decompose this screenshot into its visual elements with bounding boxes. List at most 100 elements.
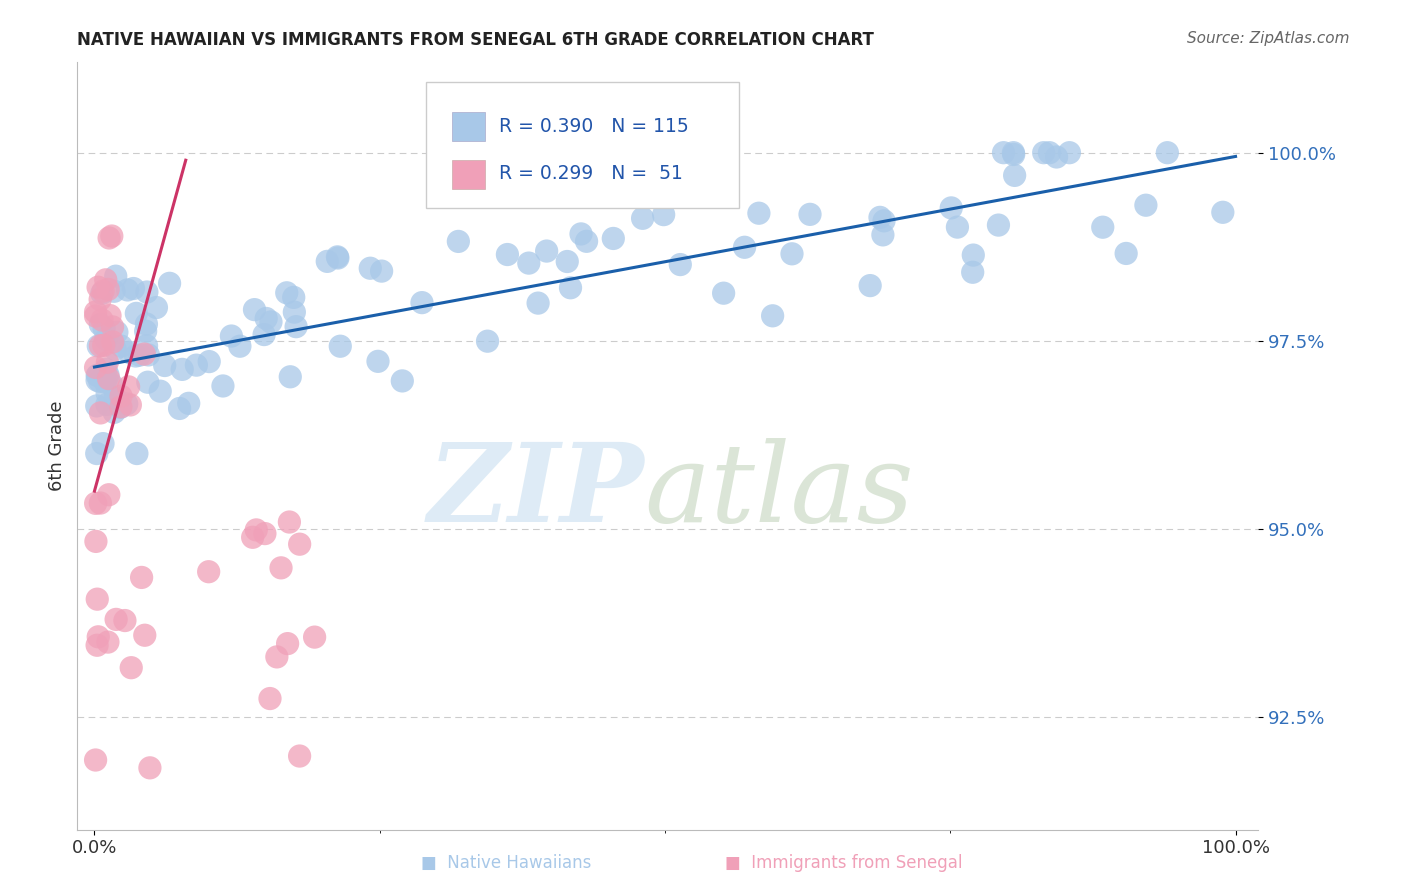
Point xyxy=(780,247,803,261)
Point xyxy=(536,244,558,258)
Point xyxy=(86,368,108,383)
Point xyxy=(125,446,148,460)
Point xyxy=(1115,246,1137,260)
Point xyxy=(962,248,984,262)
Point xyxy=(169,401,191,416)
Point xyxy=(94,375,117,389)
Point xyxy=(277,637,299,651)
Point xyxy=(122,281,145,295)
Point xyxy=(260,315,283,329)
Point xyxy=(145,301,167,315)
Point xyxy=(98,309,121,323)
Point xyxy=(97,282,120,296)
Point xyxy=(97,371,120,385)
Point xyxy=(283,290,305,304)
Point xyxy=(86,446,108,460)
Point xyxy=(1156,145,1178,160)
Point xyxy=(869,211,891,225)
Point xyxy=(87,630,110,644)
Point xyxy=(103,285,125,299)
Point xyxy=(115,397,138,411)
Point xyxy=(131,570,153,584)
Point xyxy=(359,261,381,276)
Point xyxy=(477,334,499,348)
Point xyxy=(276,285,298,300)
Point xyxy=(254,311,277,326)
Point xyxy=(84,360,107,375)
Point xyxy=(138,348,160,362)
Point xyxy=(118,345,141,359)
Text: R = 0.390   N = 115: R = 0.390 N = 115 xyxy=(499,117,689,136)
Point xyxy=(96,397,118,411)
Point xyxy=(89,496,111,510)
Point xyxy=(221,329,243,343)
Point xyxy=(124,349,146,363)
Point xyxy=(1135,198,1157,212)
Point xyxy=(734,240,756,254)
Point xyxy=(1002,145,1025,160)
Text: ■  Immigrants from Senegal: ■ Immigrants from Senegal xyxy=(725,855,962,872)
Text: Source: ZipAtlas.com: Source: ZipAtlas.com xyxy=(1187,31,1350,46)
Point xyxy=(517,256,540,270)
Point xyxy=(110,400,132,414)
Point xyxy=(186,358,208,372)
Point xyxy=(288,749,311,764)
Point xyxy=(91,436,114,450)
Point xyxy=(84,496,107,510)
Point xyxy=(631,211,654,226)
Point xyxy=(94,362,117,376)
Point xyxy=(98,231,121,245)
Point xyxy=(84,305,107,319)
Point xyxy=(253,327,276,342)
Point xyxy=(97,368,120,382)
Text: NATIVE HAWAIIAN VS IMMIGRANTS FROM SENEGAL 6TH GRADE CORRELATION CHART: NATIVE HAWAIIAN VS IMMIGRANTS FROM SENEG… xyxy=(77,31,875,49)
Point xyxy=(101,319,124,334)
Point xyxy=(602,231,624,245)
Point xyxy=(270,561,292,575)
FancyBboxPatch shape xyxy=(451,112,485,142)
Point xyxy=(128,348,150,362)
Point xyxy=(229,339,252,353)
Point xyxy=(941,201,963,215)
Point xyxy=(304,630,326,644)
FancyBboxPatch shape xyxy=(451,160,485,189)
Point xyxy=(1032,145,1054,160)
Point xyxy=(135,285,157,299)
Point xyxy=(135,339,157,353)
Point xyxy=(86,638,108,652)
Point xyxy=(120,398,142,412)
Point xyxy=(91,313,114,327)
Point xyxy=(575,235,598,249)
Point xyxy=(1091,220,1114,235)
Point xyxy=(103,405,125,419)
Point xyxy=(87,368,110,383)
Point xyxy=(326,251,349,265)
Point xyxy=(316,254,339,268)
Point xyxy=(117,283,139,297)
Point xyxy=(278,515,301,529)
Point xyxy=(149,384,172,399)
Point xyxy=(527,296,550,310)
Point xyxy=(135,324,157,338)
Point xyxy=(197,565,219,579)
Point xyxy=(117,380,139,394)
Point xyxy=(652,208,675,222)
FancyBboxPatch shape xyxy=(426,82,738,208)
Point xyxy=(89,406,111,420)
Point xyxy=(104,391,127,405)
Point xyxy=(172,362,194,376)
Point xyxy=(496,247,519,261)
Point xyxy=(94,372,117,386)
Point xyxy=(713,286,735,301)
Point xyxy=(288,537,311,551)
Point xyxy=(762,309,785,323)
Point xyxy=(278,369,301,384)
Point xyxy=(136,375,159,389)
Point xyxy=(125,306,148,320)
Point xyxy=(94,273,117,287)
Point xyxy=(669,258,692,272)
Text: ZIP: ZIP xyxy=(427,438,644,546)
Point xyxy=(114,614,136,628)
Point xyxy=(1059,145,1081,160)
Point xyxy=(93,322,115,336)
